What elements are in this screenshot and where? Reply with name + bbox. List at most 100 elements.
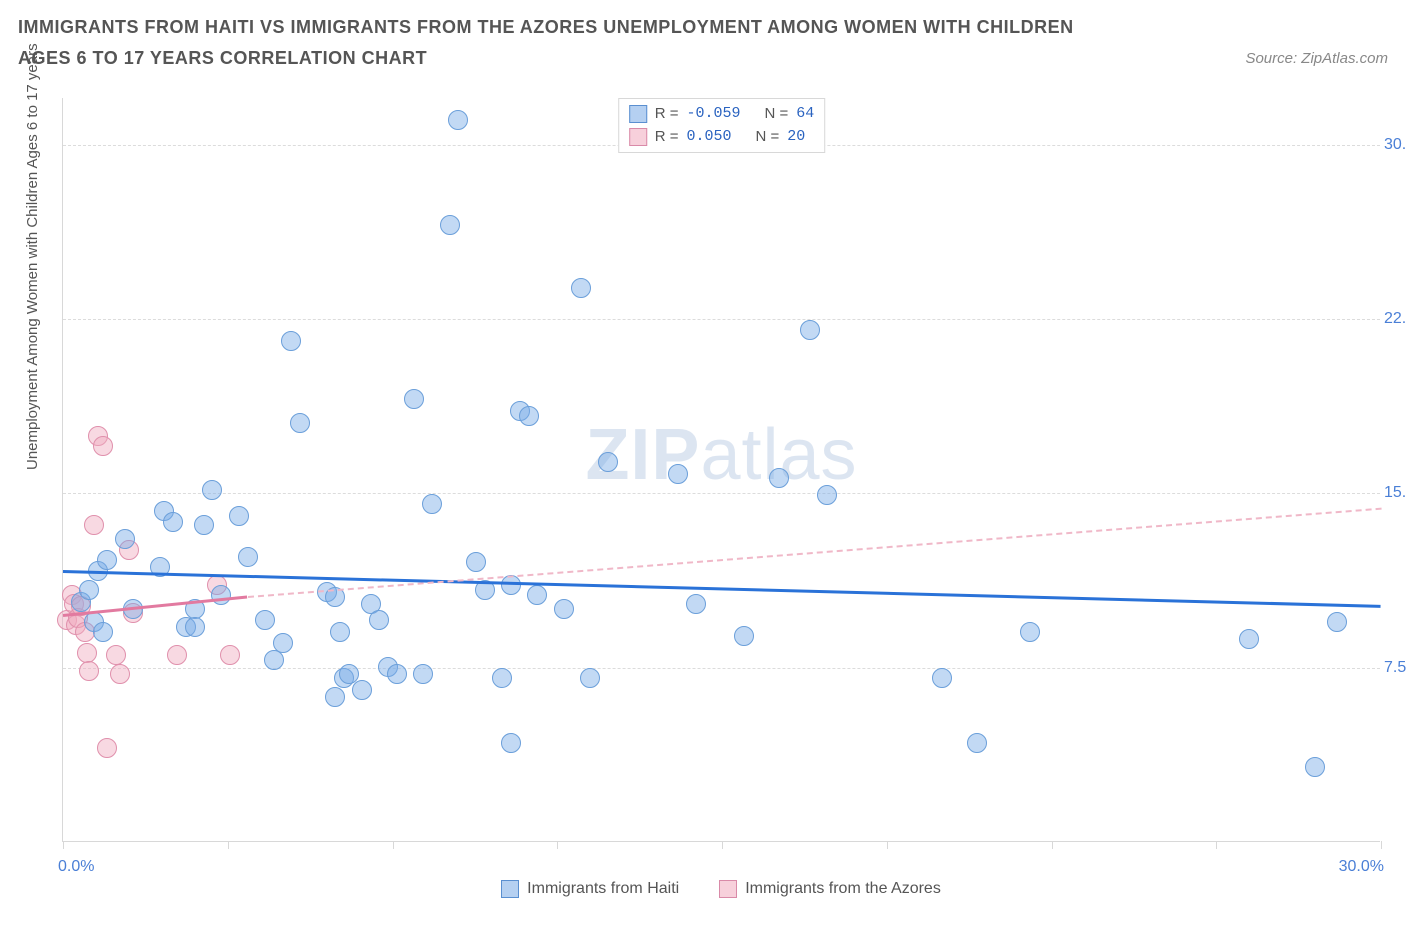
legend-top-row: R = -0.059 N = 64 (629, 103, 815, 126)
y-tick-label: 22.5% (1384, 310, 1406, 328)
x-tick (63, 841, 64, 849)
scatter-point-haiti (668, 464, 688, 484)
scatter-point-haiti (501, 575, 521, 595)
scatter-point-haiti (238, 547, 258, 567)
scatter-point-haiti (580, 668, 600, 688)
x-axis-end: 30.0% (1339, 858, 1384, 876)
scatter-point-haiti (598, 452, 618, 472)
scatter-point-azores (84, 515, 104, 535)
scatter-point-haiti (93, 622, 113, 642)
scatter-point-haiti (967, 733, 987, 753)
scatter-point-haiti (330, 622, 350, 642)
scatter-point-haiti (194, 515, 214, 535)
scatter-point-haiti (734, 626, 754, 646)
scatter-point-haiti (1305, 757, 1325, 777)
scatter-point-haiti (115, 529, 135, 549)
y-tick-label: 15.0% (1384, 484, 1406, 502)
scatter-point-azores (79, 661, 99, 681)
legend-bottom: Immigrants from Haiti Immigrants from the… (62, 880, 1380, 898)
gridline (63, 493, 1380, 494)
scatter-point-azores (106, 645, 126, 665)
trend-line (247, 507, 1381, 597)
y-tick-label: 7.5% (1384, 659, 1406, 677)
x-tick (1052, 841, 1053, 849)
scatter-point-haiti (229, 506, 249, 526)
scatter-point-haiti (202, 480, 222, 500)
scatter-point-azores (167, 645, 187, 665)
x-axis-labels: 0.0% 30.0% (62, 858, 1380, 882)
scatter-point-azores (97, 738, 117, 758)
scatter-point-haiti (817, 485, 837, 505)
scatter-point-haiti (932, 668, 952, 688)
scatter-point-haiti (1239, 629, 1259, 649)
scatter-point-haiti (325, 687, 345, 707)
scatter-point-haiti (1327, 612, 1347, 632)
legend-n-label: N = (756, 126, 780, 149)
scatter-point-haiti (185, 617, 205, 637)
scatter-point-azores (77, 643, 97, 663)
scatter-point-haiti (387, 664, 407, 684)
title-bar: IMMIGRANTS FROM HAITI VS IMMIGRANTS FROM… (18, 12, 1388, 73)
scatter-plot: ZIPatlas R =-0.059N =64R =0.050N =20 7.5… (62, 98, 1380, 842)
x-axis-start: 0.0% (58, 858, 94, 876)
scatter-point-haiti (554, 599, 574, 619)
legend-r-label: R = (655, 126, 679, 149)
legend-r-label: R = (655, 103, 679, 126)
scatter-point-azores (93, 436, 113, 456)
scatter-point-haiti (369, 610, 389, 630)
x-tick (557, 841, 558, 849)
scatter-point-haiti (769, 468, 789, 488)
x-tick (887, 841, 888, 849)
x-tick (393, 841, 394, 849)
legend-swatch (501, 880, 519, 898)
scatter-point-haiti (448, 110, 468, 130)
x-tick (722, 841, 723, 849)
scatter-point-azores (220, 645, 240, 665)
gridline (63, 668, 1380, 669)
scatter-point-haiti (686, 594, 706, 614)
scatter-point-haiti (422, 494, 442, 514)
legend-r-value: 0.050 (686, 126, 731, 149)
scatter-point-haiti (440, 215, 460, 235)
legend-series-label: Immigrants from Haiti (527, 880, 679, 898)
scatter-point-haiti (281, 331, 301, 351)
source-text: Source: ZipAtlas.com (1245, 50, 1388, 67)
watermark: ZIPatlas (585, 414, 857, 496)
legend-bottom-item: Immigrants from the Azores (719, 880, 941, 898)
legend-r-value: -0.059 (686, 103, 740, 126)
x-tick (228, 841, 229, 849)
scatter-point-haiti (413, 664, 433, 684)
scatter-point-haiti (800, 320, 820, 340)
legend-n-value: 64 (796, 103, 814, 126)
scatter-point-haiti (290, 413, 310, 433)
gridline (63, 319, 1380, 320)
legend-top-row: R = 0.050 N = 20 (629, 126, 815, 149)
scatter-point-haiti (527, 585, 547, 605)
legend-top: R =-0.059N =64R =0.050N =20 (618, 98, 826, 153)
y-tick-label: 30.0% (1384, 136, 1406, 154)
x-tick (1216, 841, 1217, 849)
legend-swatch (629, 105, 647, 123)
x-tick (1381, 841, 1382, 849)
scatter-point-haiti (255, 610, 275, 630)
y-axis-title: Unemployment Among Women with Children A… (24, 43, 41, 470)
scatter-point-haiti (571, 278, 591, 298)
scatter-point-haiti (1020, 622, 1040, 642)
scatter-point-haiti (404, 389, 424, 409)
scatter-point-haiti (97, 550, 117, 570)
legend-n-label: N = (765, 103, 789, 126)
legend-swatch (719, 880, 737, 898)
scatter-point-haiti (501, 733, 521, 753)
scatter-point-haiti (273, 633, 293, 653)
scatter-point-haiti (163, 512, 183, 532)
legend-swatch (629, 128, 647, 146)
scatter-point-azores (110, 664, 130, 684)
legend-series-label: Immigrants from the Azores (745, 880, 941, 898)
scatter-point-haiti (466, 552, 486, 572)
scatter-point-haiti (352, 680, 372, 700)
trend-line (63, 570, 1381, 608)
scatter-point-haiti (519, 406, 539, 426)
page-title: IMMIGRANTS FROM HAITI VS IMMIGRANTS FROM… (18, 12, 1118, 73)
legend-n-value: 20 (787, 126, 805, 149)
scatter-point-haiti (79, 580, 99, 600)
